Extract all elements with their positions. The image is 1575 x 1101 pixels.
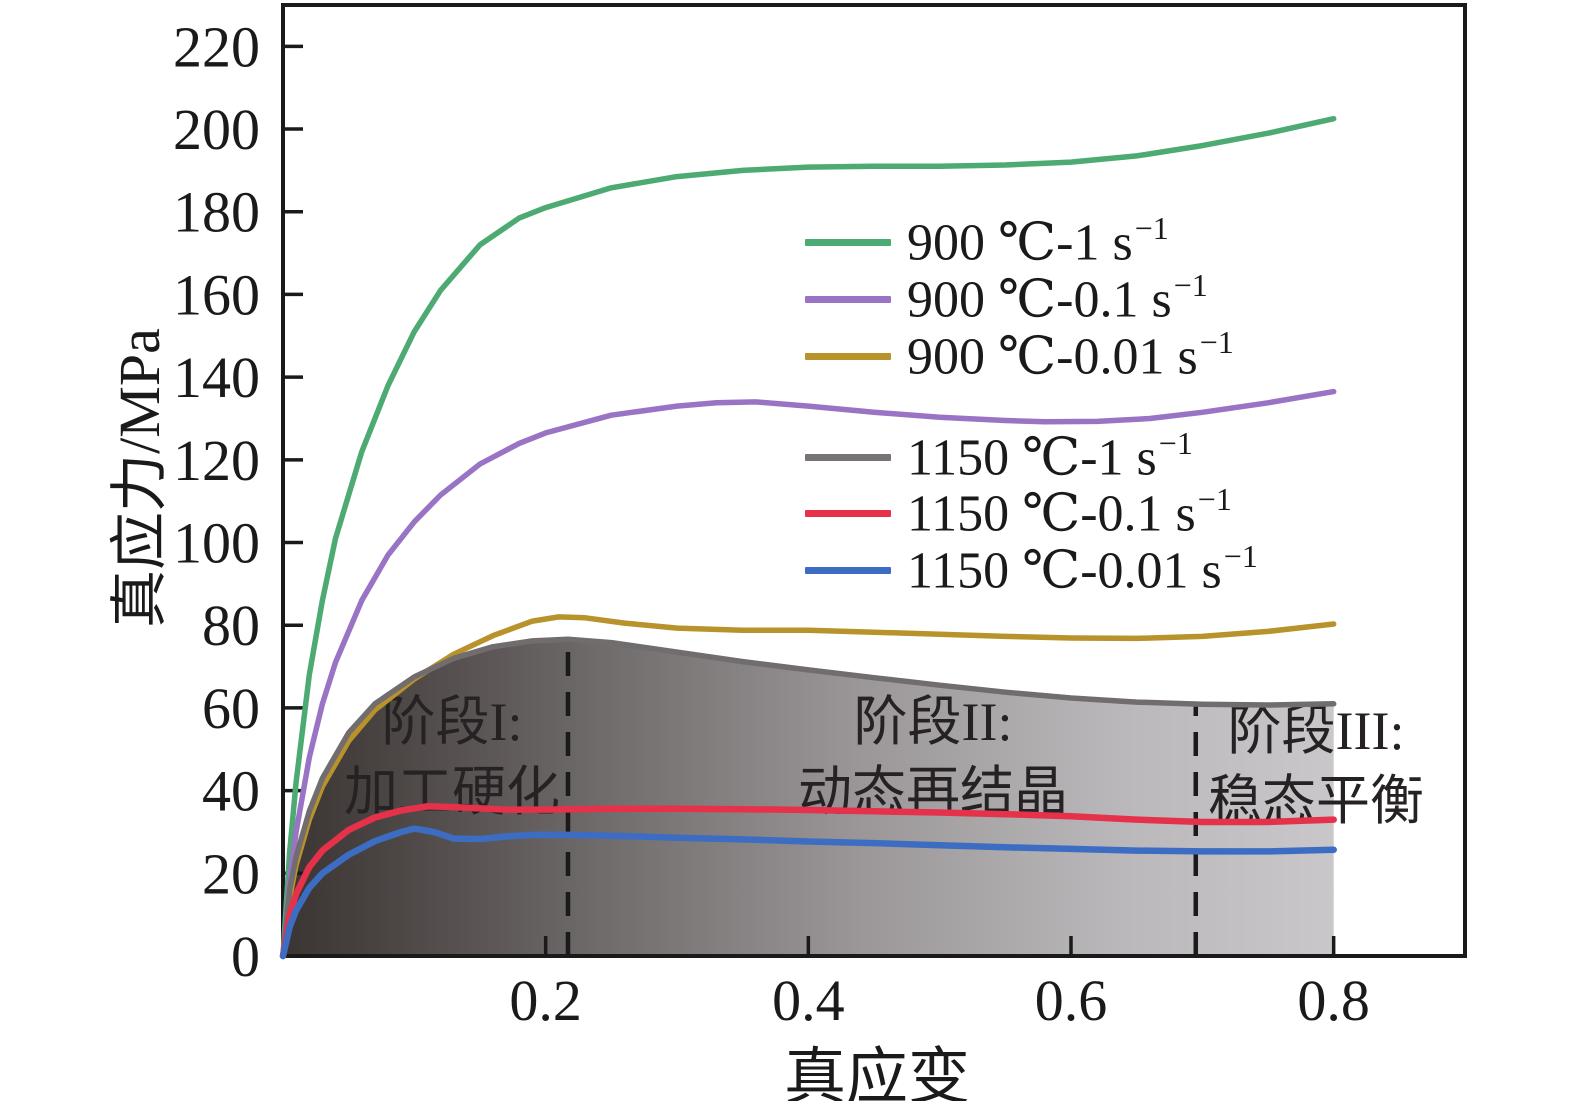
y-tick-label: 200: [173, 97, 260, 162]
stage2-title: 阶段II:: [853, 692, 1013, 752]
stage1-title: 阶段I:: [381, 692, 523, 752]
annotation-stage1: 阶段I: 加工硬化: [344, 687, 560, 827]
x-tick-label: 0.6: [1035, 968, 1108, 1033]
y-tick-label: 100: [173, 511, 260, 576]
x-tick-label: 0.8: [1297, 968, 1370, 1033]
y-tick-label: 120: [173, 428, 260, 493]
annotation-stage3: 阶段III: 稳态平衡: [1208, 696, 1424, 836]
y-tick-label: 140: [173, 345, 260, 410]
stage3-label: 稳态平衡: [1208, 771, 1424, 831]
y-tick-label: 220: [173, 14, 260, 79]
y-tick-label: 40: [202, 759, 260, 824]
y-tick-label: 160: [173, 262, 260, 327]
x-tick-label: 0.4: [772, 968, 845, 1033]
stage2-label: 动态再结晶: [798, 762, 1068, 822]
y-axis-title: 真应力/MPa: [107, 328, 172, 628]
x-tick-label: 0.2: [509, 968, 582, 1033]
y-tick-label: 0: [231, 924, 260, 989]
x-axis-title: 真应变: [783, 1044, 971, 1101]
y-tick-label: 180: [173, 180, 260, 245]
annotation-stage2: 阶段II: 动态再结晶: [798, 687, 1068, 827]
stage1-label: 加工硬化: [344, 762, 560, 822]
y-tick-label: 60: [202, 676, 260, 741]
y-tick-label: 80: [202, 593, 260, 658]
stage3-title: 阶段III:: [1227, 701, 1405, 761]
y-tick-label: 20: [202, 841, 260, 906]
